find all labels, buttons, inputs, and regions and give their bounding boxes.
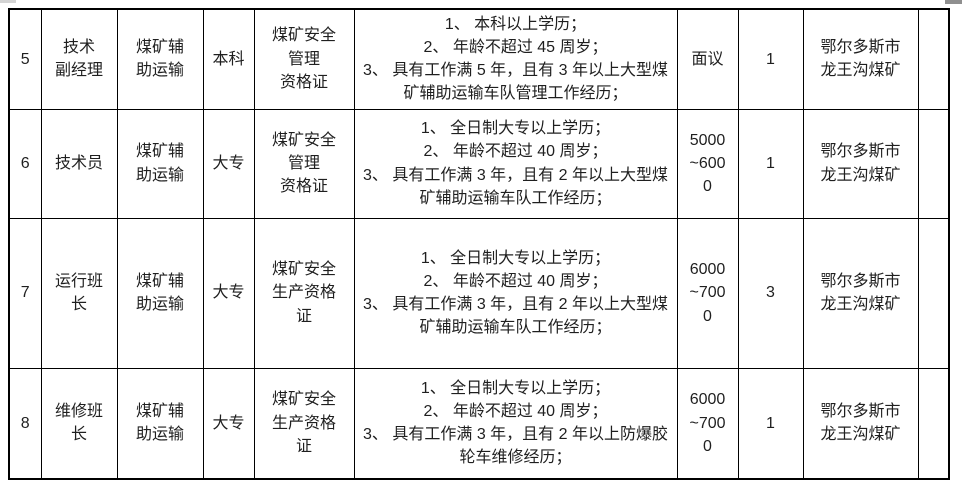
- cell-requirements: 1、 全日制大专以上学历； 2、 年龄不超过 40 周岁； 3、 具有工作满 3 年…: [353, 217, 678, 369]
- job-recruitment-table: 5 技术 副经理 煤矿辅 助运输 本科 煤矿安全 管理 资格证 1、 本科以上学历； 2、…: [8, 8, 950, 480]
- cell-department: 煤矿辅 助运输: [116, 367, 204, 480]
- cell-certificate: 煤矿安全 生产资格证: [253, 217, 355, 369]
- cell-headcount: 1: [737, 367, 804, 480]
- cell-headcount: 3: [737, 217, 804, 369]
- table-row: 7 运行班长 煤矿辅 助运输 大专 煤矿安全 生产资格证 1、 全日制大专以上学历；…: [8, 217, 950, 369]
- cell-requirements: 1、 全日制大专以上学历； 2、 年龄不超过 40 周岁； 3、 具有工作满 3 年…: [353, 367, 678, 480]
- cell-salary: 5000 ~600 0: [676, 108, 739, 219]
- cell-certificate: 煤矿安全 生产资格证: [253, 367, 355, 480]
- cell-headcount: 1: [737, 108, 804, 219]
- cell-salary: 6000 ~700 0: [676, 367, 739, 480]
- cell-empty: [917, 367, 950, 480]
- cell-row-number: 5: [8, 8, 42, 110]
- cell-salary: 6000 ~700 0: [676, 217, 739, 369]
- cell-position: 维修班长: [40, 367, 118, 480]
- cell-education: 大专: [202, 108, 255, 219]
- cell-department: 煤矿辅 助运输: [116, 8, 204, 110]
- top-left-edge-artifact: [0, 0, 16, 3]
- cell-position: 技术 副经理: [40, 8, 118, 110]
- cell-department: 煤矿辅 助运输: [116, 108, 204, 219]
- cell-headcount: 1: [737, 8, 804, 110]
- cell-requirements: 1、 本科以上学历； 2、 年龄不超过 45 周岁； 3、 具有工作满 5 年，且有…: [353, 8, 678, 110]
- cell-certificate: 煤矿安全 管理 资格证: [253, 108, 355, 219]
- cell-certificate: 煤矿安全 管理 资格证: [253, 8, 355, 110]
- cell-education: 大专: [202, 217, 255, 369]
- cell-education: 大专: [202, 367, 255, 480]
- cell-empty: [917, 217, 950, 369]
- cell-position: 技术员: [40, 108, 118, 219]
- cell-department: 煤矿辅 助运输: [116, 217, 204, 369]
- table-row: 5 技术 副经理 煤矿辅 助运输 本科 煤矿安全 管理 资格证 1、 本科以上学历； 2、…: [8, 8, 950, 110]
- cell-location: 鄂尔多斯市 龙王沟煤矿: [802, 217, 919, 369]
- cell-location: 鄂尔多斯市 龙王沟煤矿: [802, 8, 919, 110]
- cell-salary: 面议: [676, 8, 739, 110]
- cell-row-number: 6: [8, 108, 42, 219]
- cell-requirements: 1、 全日制大专以上学历； 2、 年龄不超过 40 周岁； 3、 具有工作满 3 年…: [353, 108, 678, 219]
- top-right-edge-artifact: [945, 0, 962, 4]
- cell-empty: [917, 108, 950, 219]
- cell-empty: [917, 8, 950, 110]
- cell-position: 运行班长: [40, 217, 118, 369]
- cell-location: 鄂尔多斯市 龙王沟煤矿: [802, 367, 919, 480]
- cell-education: 本科: [202, 8, 255, 110]
- cell-location: 鄂尔多斯市 龙王沟煤矿: [802, 108, 919, 219]
- table-row: 8 维修班长 煤矿辅 助运输 大专 煤矿安全 生产资格证 1、 全日制大专以上学历；…: [8, 367, 950, 480]
- table-row: 6 技术员 煤矿辅 助运输 大专 煤矿安全 管理 资格证 1、 全日制大专以上学历； 2…: [8, 108, 950, 219]
- cell-row-number: 8: [8, 367, 42, 480]
- cell-row-number: 7: [8, 217, 42, 369]
